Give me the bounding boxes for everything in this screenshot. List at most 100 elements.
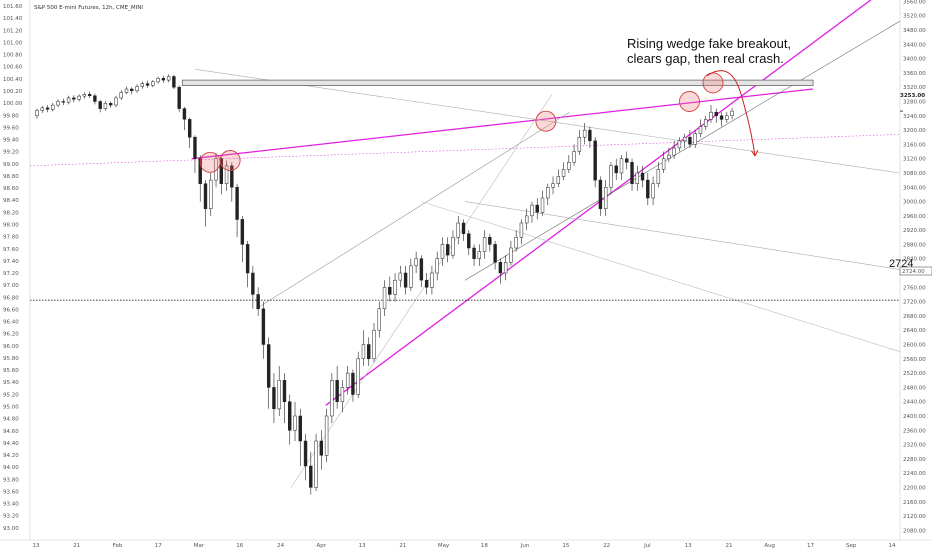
candle-body — [709, 111, 713, 120]
candle-body — [140, 83, 145, 87]
left-tick-label: 97.00 — [3, 283, 19, 289]
candle-body — [461, 222, 466, 234]
right-tick-label: 3320.00 — [903, 85, 926, 91]
left-tick-label: 94.40 — [3, 441, 19, 447]
candle-body — [698, 126, 703, 134]
candle-body — [298, 415, 302, 442]
candle-body — [393, 279, 397, 295]
highlight-circle — [219, 150, 241, 171]
candle-body — [593, 140, 597, 181]
left-tick-label: 93.80 — [3, 477, 19, 483]
candle-body — [372, 329, 376, 360]
candle-body — [145, 83, 150, 86]
left-tick-label: 99.00 — [3, 162, 19, 168]
candle-body — [309, 465, 313, 488]
candle-body — [482, 237, 487, 252]
left-tick-label: 93.60 — [3, 490, 19, 496]
candle-body — [182, 108, 187, 120]
right-tick-label: 2960.00 — [903, 214, 926, 220]
candle-body — [114, 97, 118, 106]
candle-body — [598, 179, 603, 209]
candle-body — [45, 107, 50, 110]
candle-body — [219, 158, 223, 184]
candle-body — [340, 387, 345, 402]
highlight-circle — [199, 151, 221, 173]
right-tick-label: 2360.00 — [903, 428, 926, 434]
candle-body — [367, 344, 371, 360]
candle-body — [582, 129, 587, 138]
candle-body — [40, 107, 44, 111]
candle-body — [388, 287, 392, 295]
right-tick-label: 2680.00 — [903, 314, 926, 320]
candle-body — [403, 272, 408, 288]
candle-body — [293, 415, 297, 431]
right-tick-label: 3520.00 — [903, 14, 926, 20]
candle-body — [177, 86, 181, 109]
right-tick-label: 3120.00 — [903, 157, 926, 163]
candle-body — [630, 162, 634, 184]
candle-body — [166, 76, 171, 81]
left-tick-label: 94.00 — [3, 465, 19, 471]
candle-body — [203, 183, 208, 209]
right-tick-label: 3200.00 — [903, 128, 926, 134]
time-tick-label: Aug — [764, 543, 775, 549]
candle-body — [414, 258, 418, 267]
candle-body — [667, 154, 671, 159]
candle-body — [677, 140, 682, 149]
candle-body — [725, 115, 729, 120]
candle-body — [640, 172, 645, 181]
left-tick-label: 100.60 — [3, 65, 23, 71]
candle-body — [345, 372, 350, 388]
candle-body — [424, 279, 429, 288]
wedge-upper-trendline — [191, 88, 814, 160]
candle-body — [230, 165, 234, 188]
left-tick-label: 96.80 — [3, 295, 19, 301]
left-price-axis[interactable]: 101.60 101.40 101.20 101.00 100.80 100.60 100.… — [0, 0, 31, 550]
candle-body — [151, 81, 155, 86]
right-tick-label: 2440.00 — [903, 400, 926, 406]
right-tick-label: 2720.00 — [903, 300, 926, 306]
time-tick-label: 14 — [889, 543, 896, 549]
left-tick-label: 98.40 — [3, 198, 19, 204]
right-tick-label: 2120.00 — [903, 514, 926, 520]
candle-body — [551, 183, 555, 188]
right-tick-label: 2920.00 — [903, 228, 926, 234]
candle-body — [193, 136, 197, 159]
candle-body — [261, 308, 266, 345]
gray-trendline-3 — [195, 69, 901, 174]
candle-body — [525, 215, 529, 224]
candle-body — [540, 197, 545, 213]
right-tick-label: 3440.00 — [903, 42, 926, 48]
candle-body — [488, 237, 492, 245]
candle-body — [682, 136, 687, 142]
gray-trendline-1 — [464, 20, 901, 281]
candle-body — [256, 294, 260, 310]
candle-body — [419, 258, 424, 281]
right-tick-label: 2560.00 — [903, 357, 926, 363]
left-tick-label: 96.20 — [3, 332, 19, 338]
left-tick-label: 94.60 — [3, 429, 19, 435]
candle-body — [661, 158, 666, 170]
candle-body — [588, 129, 592, 142]
candle-body — [530, 204, 534, 217]
candle-body — [187, 119, 192, 138]
time-axis[interactable]: 13 21 Feb 17 Mar 16 24 Apr 13 21 May 18 Jun 15 22 Jul 13… — [0, 539, 932, 549]
overlay-layer — [181, 70, 814, 173]
candle-body — [282, 380, 287, 402]
right-tick-label: 3400.00 — [903, 57, 926, 63]
highlight-circle — [702, 72, 724, 94]
time-tick-label: May — [438, 543, 450, 549]
candle-body — [87, 94, 92, 96]
chart-title: S&P 500 E-mini Futures, 12h, CME_MINI — [34, 5, 143, 11]
left-tick-label: 99.40 — [3, 138, 19, 144]
candles-layer — [35, 74, 734, 495]
right-tick-label: 2480.00 — [903, 385, 926, 391]
right-tick-label: 3360.00 — [903, 71, 926, 77]
left-tick-label: 97.80 — [3, 235, 19, 241]
candle-body — [609, 165, 613, 188]
time-tick-label: 24 — [277, 543, 284, 549]
right-tick-label: 2400.00 — [903, 414, 926, 420]
candle-body — [704, 119, 708, 127]
candle-body — [109, 103, 113, 106]
